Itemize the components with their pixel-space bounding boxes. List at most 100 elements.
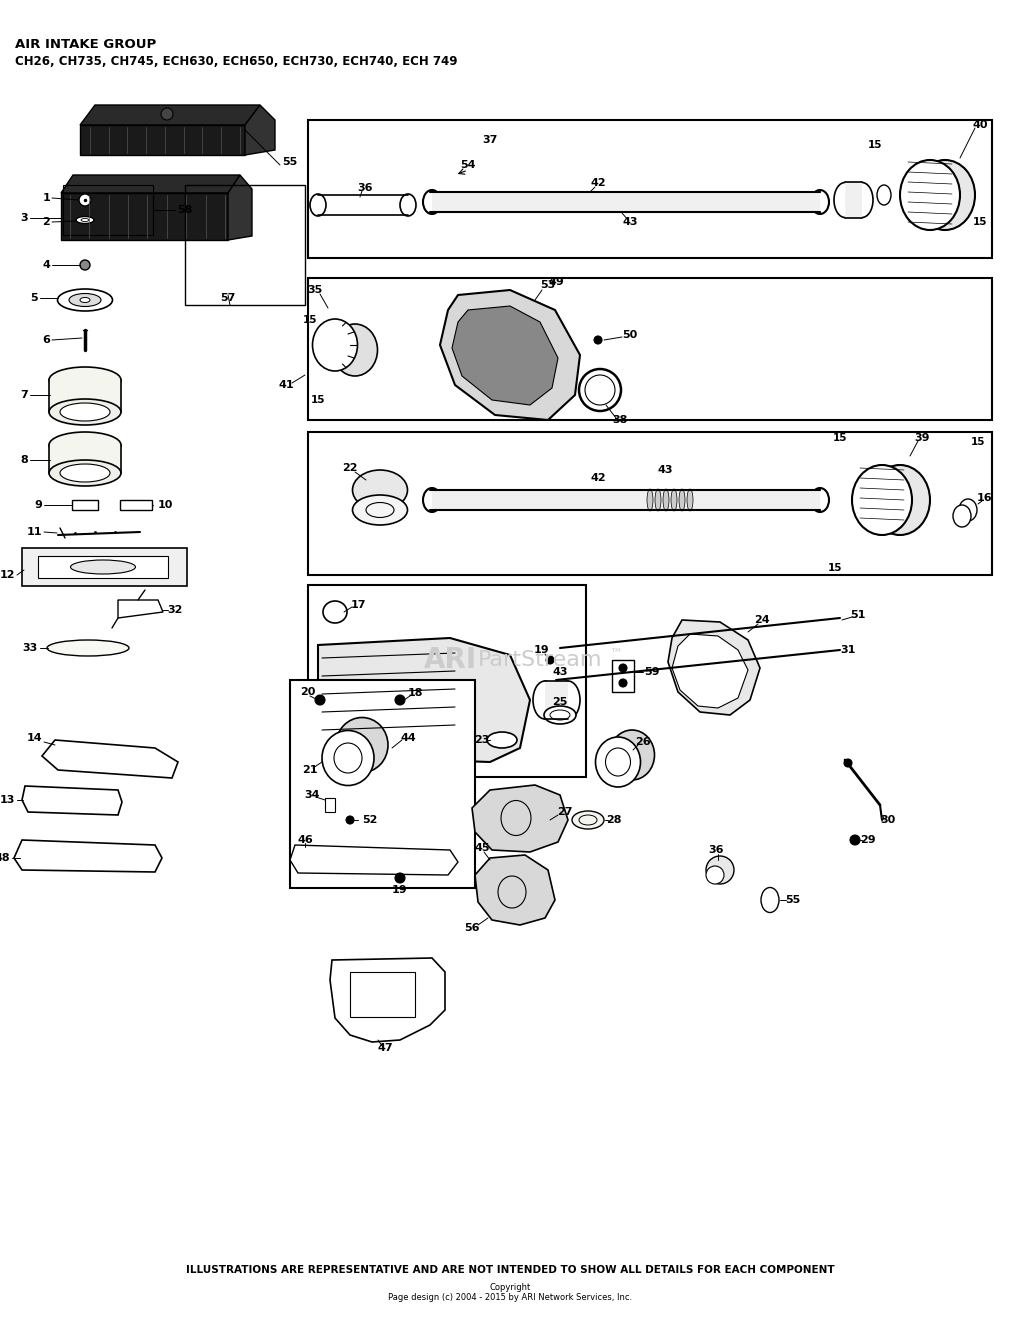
Text: 21: 21 (302, 766, 318, 775)
Ellipse shape (810, 488, 828, 512)
Ellipse shape (958, 499, 976, 521)
Ellipse shape (57, 289, 112, 312)
Text: 17: 17 (350, 601, 366, 610)
Ellipse shape (49, 399, 121, 425)
Text: 43: 43 (622, 216, 637, 227)
Ellipse shape (335, 718, 387, 772)
Text: 52: 52 (362, 814, 377, 825)
Text: 32: 32 (167, 605, 182, 615)
Text: 43: 43 (656, 465, 673, 475)
Text: AIR INTAKE GROUP: AIR INTAKE GROUP (15, 38, 156, 51)
Polygon shape (79, 106, 260, 125)
Text: 37: 37 (482, 135, 497, 145)
Text: 25: 25 (551, 697, 568, 708)
Text: 5: 5 (31, 293, 38, 304)
Polygon shape (14, 840, 162, 873)
Polygon shape (318, 638, 530, 762)
Text: 15: 15 (303, 315, 317, 325)
Ellipse shape (705, 855, 734, 884)
Text: 42: 42 (590, 473, 605, 483)
Ellipse shape (70, 560, 136, 574)
Polygon shape (439, 290, 580, 420)
Ellipse shape (834, 182, 855, 218)
Bar (63, 185, 153, 235)
Circle shape (345, 816, 354, 824)
Bar (350, 972, 415, 1016)
Text: 35: 35 (307, 285, 322, 294)
Circle shape (619, 664, 627, 672)
Text: 15: 15 (970, 437, 984, 447)
Ellipse shape (914, 160, 974, 230)
Bar (184, 185, 305, 305)
Circle shape (315, 696, 325, 705)
Text: 13: 13 (0, 795, 15, 805)
Ellipse shape (654, 488, 660, 511)
Bar (289, 680, 475, 888)
Bar (325, 799, 334, 812)
Text: 19: 19 (534, 645, 549, 655)
Ellipse shape (671, 488, 677, 511)
Polygon shape (330, 958, 444, 1041)
Ellipse shape (399, 194, 416, 216)
Text: 36: 36 (707, 845, 723, 855)
Ellipse shape (312, 319, 357, 371)
Text: 59: 59 (644, 667, 659, 677)
Ellipse shape (899, 160, 959, 230)
Ellipse shape (353, 495, 408, 525)
Text: 58: 58 (177, 205, 193, 215)
Circle shape (619, 678, 627, 686)
Ellipse shape (76, 216, 94, 223)
Text: 23: 23 (474, 735, 489, 744)
Text: 1: 1 (42, 193, 50, 203)
Text: 36: 36 (357, 183, 372, 193)
Ellipse shape (49, 367, 121, 393)
Ellipse shape (486, 733, 517, 748)
Ellipse shape (705, 866, 723, 884)
Text: 39: 39 (913, 433, 929, 444)
Text: Page design (c) 2004 - 2015 by ARI Network Services, Inc.: Page design (c) 2004 - 2015 by ARI Netwo… (387, 1294, 632, 1303)
Circle shape (319, 755, 329, 766)
Circle shape (394, 873, 405, 883)
Ellipse shape (423, 488, 440, 512)
Bar (844, 182, 861, 218)
Text: 49: 49 (547, 277, 564, 286)
Ellipse shape (850, 182, 872, 218)
Text: 4: 4 (42, 260, 50, 271)
Text: 26: 26 (635, 737, 650, 747)
Text: 15: 15 (832, 433, 847, 444)
Polygon shape (118, 601, 163, 618)
Ellipse shape (543, 706, 576, 723)
Polygon shape (475, 855, 554, 925)
Circle shape (79, 260, 90, 271)
Text: ARI: ARI (423, 645, 476, 675)
Bar (432, 191, 819, 213)
Text: 57: 57 (220, 293, 235, 304)
Ellipse shape (595, 737, 640, 787)
Bar (72, 500, 98, 510)
Circle shape (394, 696, 405, 705)
Text: 6: 6 (42, 335, 50, 345)
Text: 9: 9 (34, 500, 42, 510)
Text: 16: 16 (976, 492, 991, 503)
Text: 50: 50 (622, 330, 637, 341)
Text: 15: 15 (311, 395, 325, 405)
Text: 51: 51 (850, 610, 865, 620)
Circle shape (849, 836, 859, 845)
Text: 41: 41 (278, 380, 293, 389)
Ellipse shape (69, 293, 101, 306)
Bar (611, 660, 634, 692)
Text: 40: 40 (971, 120, 986, 129)
Text: 47: 47 (377, 1043, 392, 1053)
Text: 12: 12 (0, 570, 15, 579)
Ellipse shape (662, 488, 668, 511)
Ellipse shape (332, 323, 377, 376)
Ellipse shape (49, 459, 121, 486)
Bar (308, 585, 586, 777)
Ellipse shape (810, 190, 828, 214)
Bar (432, 490, 819, 510)
Text: 8: 8 (20, 455, 28, 465)
Ellipse shape (423, 190, 440, 214)
Ellipse shape (60, 403, 110, 421)
Polygon shape (22, 785, 122, 814)
Ellipse shape (310, 194, 326, 216)
